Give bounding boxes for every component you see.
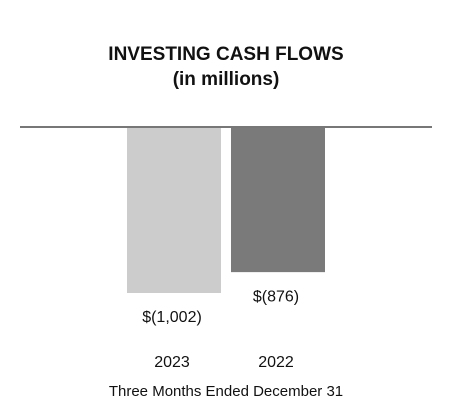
bar — [127, 127, 221, 293]
x-tick-label: 2023 — [154, 354, 190, 371]
value-label: $(876) — [253, 288, 299, 305]
x-axis-label: Three Months Ended December 31 — [109, 383, 343, 400]
chart-subtitle: (in millions) — [173, 69, 280, 90]
chart-title: INVESTING CASH FLOWS — [108, 44, 343, 65]
x-tick-label: 2022 — [258, 354, 294, 371]
bar — [231, 127, 325, 273]
value-label: $(1,002) — [142, 309, 202, 326]
